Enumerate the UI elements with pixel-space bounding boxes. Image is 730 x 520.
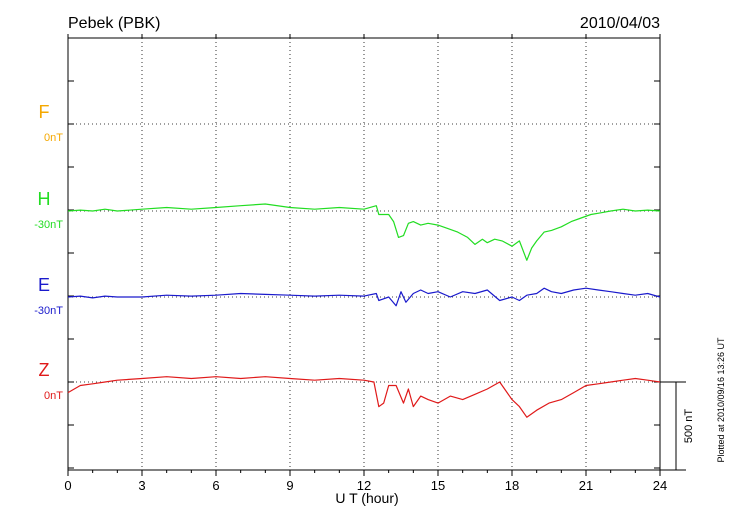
series-e-baseline: -30nT [34,305,63,317]
series-z-line [67,376,661,418]
x-tick-label: 21 [579,478,593,493]
series-h-label: H [38,189,51,209]
series-labels: F 0nT H -30nT E -30nT Z 0nT [34,102,63,402]
series-h-baseline: -30nT [34,219,63,231]
series-group [67,203,661,418]
series-e-line [67,287,661,307]
x-tick-label: 9 [286,478,293,493]
x-tick-label: 12 [357,478,371,493]
series-z-label: Z [39,360,50,380]
x-tick-label: 3 [138,478,145,493]
x-axis-label: U T (hour) [335,490,398,506]
x-tick-label: 24 [653,478,667,493]
series-e-label: E [38,275,50,295]
grid [68,38,660,470]
x-tick-label: 0 [64,478,71,493]
plotted-timestamp: Plotted at 2010/09/16 13:26 UT [716,337,726,463]
series-f-label: F [39,102,50,122]
x-axis: 0 3 6 9 12 15 18 21 24 [64,34,667,493]
x-tick-label: 18 [505,478,519,493]
x-tick-label: 6 [212,478,219,493]
x-tick-label: 15 [431,478,445,493]
station-title: Pebek (PBK) [68,15,160,32]
scale-bar-label: 500 nT [683,409,695,444]
scale-bar: 500 nT [660,381,695,471]
series-f-baseline: 0nT [44,132,63,144]
plot-date: 2010/04/03 [580,15,660,32]
series-z-baseline: 0nT [44,390,63,402]
series-h-line [67,203,661,261]
